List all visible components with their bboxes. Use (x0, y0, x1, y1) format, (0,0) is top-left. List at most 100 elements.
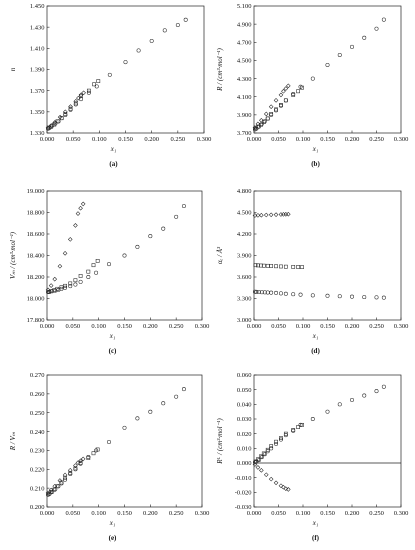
y-tick-label: 0.230 (30, 448, 45, 455)
series-circle (46, 17, 188, 131)
data-point (259, 468, 264, 473)
data-point (67, 467, 73, 473)
series-circle (253, 17, 386, 132)
data-point (283, 86, 289, 91)
y-tick-label: 18.200 (27, 274, 45, 281)
data-point (59, 285, 64, 290)
x-tick-label: 0.100 (92, 136, 107, 143)
data-point (107, 262, 111, 267)
panel-label: (e) (109, 534, 117, 542)
data-point (62, 251, 68, 256)
data-point (162, 28, 167, 33)
data-point (283, 431, 288, 436)
data-point (350, 44, 354, 49)
data-point (274, 439, 278, 444)
y-tick-label: 0.000 (237, 460, 252, 467)
x-tick-label: 0.100 (296, 323, 311, 330)
data-point (135, 244, 140, 249)
y-tick-label: 0.040 (237, 402, 252, 409)
panel-label: (f) (312, 534, 320, 542)
data-point (75, 211, 81, 216)
y-tick-label: 1.350 (30, 109, 45, 116)
y-tick-label: 0.210 (30, 485, 45, 492)
data-point (46, 289, 51, 294)
data-point (262, 452, 267, 457)
data-point (300, 265, 304, 269)
data-point (81, 90, 86, 96)
series-square (46, 258, 100, 294)
data-point (73, 463, 78, 468)
series-circle (46, 204, 186, 295)
y-tick-label: 3.000 (237, 317, 252, 324)
data-point (48, 487, 54, 493)
x-tick-label: 0.000 (40, 323, 55, 330)
y-tick-label: 0.200 (30, 504, 45, 511)
y-axis-label: Rᴸ / (cm³·mol⁻¹) (216, 418, 224, 465)
x-axis-label: x₁ (109, 332, 116, 340)
data-point (350, 397, 354, 402)
data-point (49, 124, 54, 129)
data-point (45, 125, 51, 130)
data-point (161, 226, 166, 231)
data-point (73, 282, 78, 287)
x-tick-label: 0.050 (66, 510, 81, 517)
series-diamond (252, 83, 291, 130)
data-point (274, 107, 278, 112)
x-tick-label: 0.150 (117, 510, 132, 517)
x-tick-label: 0.200 (345, 510, 360, 517)
data-point (57, 263, 63, 269)
data-point (86, 88, 91, 93)
y-tick-label: -0.020 (235, 490, 252, 497)
data-point (52, 120, 58, 125)
data-point (273, 98, 279, 103)
y-tick-label: 0.030 (237, 416, 252, 423)
y-tick-label: 0.050 (237, 387, 252, 394)
x-tick-label: 0.150 (320, 136, 335, 143)
data-point (73, 466, 78, 471)
y-tick-label: 3.900 (237, 253, 252, 260)
series-circle (46, 387, 186, 497)
data-point (310, 417, 315, 421)
data-point (300, 422, 304, 427)
x-tick-label: 0.250 (369, 323, 384, 330)
data-point (122, 253, 127, 258)
data-point (52, 122, 57, 127)
data-point (73, 278, 78, 283)
data-point (181, 204, 186, 209)
data-point (63, 112, 68, 116)
series-diamond (45, 456, 86, 496)
data-point (56, 484, 61, 489)
x-tick-label: 0.200 (143, 323, 158, 330)
data-point (57, 114, 63, 120)
chart-panel-e: 0.000 0.050 0.100 0.150 0.200 0.250 0.300 0.200… (9, 372, 209, 542)
data-point (268, 104, 274, 109)
data-point (94, 84, 99, 89)
data-point (68, 104, 73, 109)
x-tick-label: 0.300 (195, 323, 210, 330)
data-point (263, 111, 269, 117)
y-tick-label: 0.240 (30, 429, 45, 436)
data-point (274, 441, 279, 446)
data-point (265, 263, 270, 268)
data-point (57, 478, 63, 483)
x-tick-label: 0.200 (345, 323, 360, 330)
y-tick-label: 4.900 (237, 21, 252, 28)
y-tick-label: 4.500 (237, 210, 252, 217)
data-point (48, 283, 54, 288)
chart-panel-b: 0.000 0.050 0.100 0.150 0.200 0.250 0.300 3.700… (216, 3, 408, 168)
data-point (86, 455, 91, 460)
x-tick-label: 0.200 (345, 136, 360, 143)
data-point (262, 290, 267, 295)
data-point (91, 451, 96, 456)
data-point (269, 446, 274, 451)
y-tick-label: 0.220 (30, 466, 45, 473)
data-point (362, 35, 367, 40)
data-point (274, 264, 278, 269)
x-tick-label: 0.100 (91, 510, 106, 517)
data-point (269, 112, 274, 117)
data-point (374, 26, 379, 31)
data-point (95, 447, 100, 452)
x-tick-label: 0.250 (171, 136, 186, 143)
data-point (73, 101, 78, 106)
y-tick-label: 0.020 (237, 431, 252, 438)
